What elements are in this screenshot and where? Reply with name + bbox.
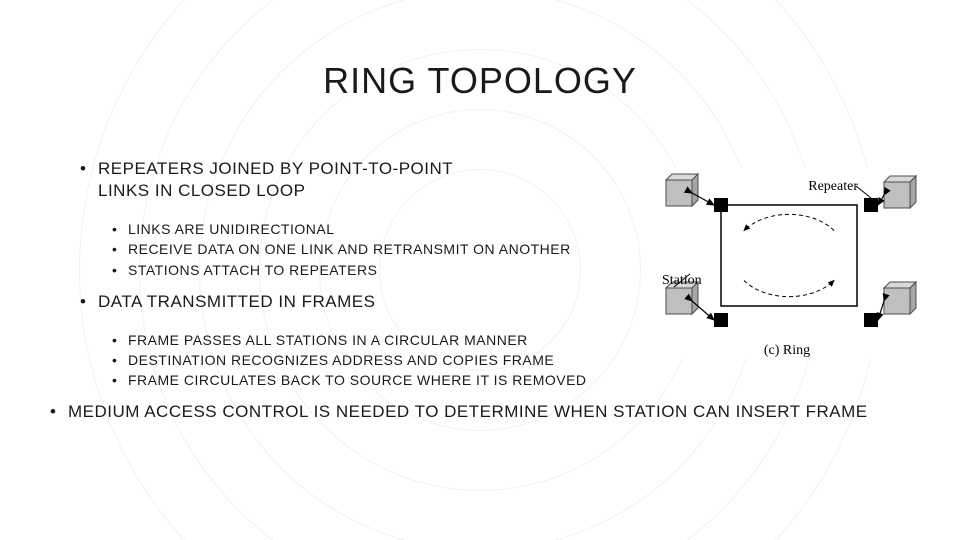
ring-diagram: RepeaterStation(c) Ring bbox=[652, 168, 922, 358]
bullet-repeaters: REPEATERS JOINED BY POINT-TO-POINT LINKS… bbox=[68, 158, 478, 202]
svg-text:Repeater: Repeater bbox=[808, 179, 858, 194]
svg-text:(c) Ring: (c) Ring bbox=[764, 343, 810, 358]
bullet-mac: MEDIUM ACCESS CONTROL IS NEEDED TO DETER… bbox=[38, 401, 920, 423]
slide-title: RING TOPOLOGY bbox=[0, 60, 960, 102]
sub-bullet: FRAME CIRCULATES BACK TO SOURCE WHERE IT… bbox=[68, 371, 920, 389]
